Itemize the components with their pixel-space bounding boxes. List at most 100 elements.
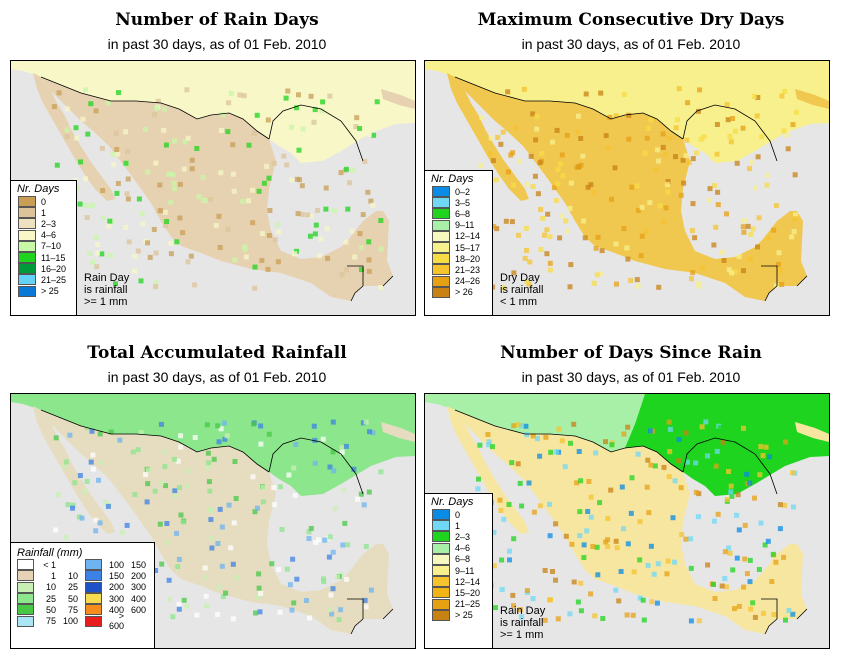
- map-cell: [547, 267, 553, 273]
- map-cell: [84, 478, 90, 484]
- map-cell: [117, 437, 123, 443]
- map-cell: [113, 281, 118, 287]
- map-cell: [578, 608, 584, 614]
- map-cell: [767, 454, 772, 460]
- map-cell: [605, 543, 611, 549]
- map-cell: [125, 196, 131, 202]
- map-cell: [779, 282, 785, 287]
- map-cell: [725, 117, 731, 123]
- map-cell: [67, 432, 73, 438]
- map-cell: [351, 466, 357, 472]
- map-cell: [728, 489, 734, 495]
- map-cell: [635, 451, 641, 457]
- map-cell: [176, 606, 182, 612]
- map-cell: [631, 569, 637, 575]
- map-cell: [756, 215, 762, 221]
- map-cell: [656, 284, 662, 290]
- map-cell: [629, 475, 635, 481]
- map-cell: [205, 431, 211, 437]
- legend-swatch: [432, 186, 450, 198]
- map-cell: [628, 510, 634, 516]
- map-cell: [524, 588, 530, 593]
- map-cell: [734, 160, 740, 166]
- map-cell: [192, 435, 198, 440]
- map-cell: [272, 237, 278, 243]
- legend-label: 12–14: [455, 231, 481, 242]
- panel-total-rainfall: Total Accumulated Rainfall in past 30 da…: [10, 333, 424, 655]
- map-cell: [544, 227, 550, 233]
- map-cell: [568, 262, 574, 268]
- map-cell: [645, 562, 651, 568]
- legend-item: 21–25: [11, 274, 76, 286]
- legend-swatch: [85, 570, 102, 582]
- map-cell: [138, 430, 144, 436]
- map-cell: [634, 183, 640, 189]
- map-cell: [147, 254, 153, 260]
- map-cell: [290, 556, 296, 562]
- map-cell: [530, 184, 536, 189]
- map-cell: [588, 514, 594, 520]
- map-cell: [330, 449, 336, 455]
- map-cell: [519, 614, 525, 620]
- map-cell: [95, 250, 100, 256]
- map-cell: [286, 472, 292, 478]
- map-cell: [363, 604, 369, 610]
- map-cell: [789, 234, 795, 240]
- map-cell: [154, 105, 160, 111]
- map-cell: [771, 612, 777, 617]
- map-cell: [126, 239, 132, 245]
- map-cell: [717, 425, 723, 431]
- map-cell: [327, 607, 333, 613]
- legend-rows: 0 1 2–3 4–6 7–10 11–15 16–20 21–25 > 25: [11, 196, 76, 297]
- map-cell: [265, 117, 271, 123]
- map-cell: [709, 460, 715, 466]
- map-cell: [530, 433, 536, 439]
- map-cell: [296, 92, 301, 98]
- map-cell: [339, 449, 345, 455]
- map-cell: [700, 265, 706, 271]
- map-cell: [308, 93, 314, 99]
- map-cell: [624, 612, 630, 618]
- map-cell: [246, 142, 252, 148]
- map-cell: [761, 127, 766, 132]
- map-cell: [178, 433, 183, 439]
- legend-item: 15–20: [425, 587, 492, 599]
- map-cell: [598, 271, 604, 277]
- map-cell: [221, 420, 227, 426]
- map-cell: [692, 235, 698, 241]
- legend-label: 21–23: [455, 264, 481, 275]
- map-cell: [792, 172, 798, 178]
- map-cell: [683, 153, 689, 159]
- map-cell: [699, 424, 705, 430]
- map-cell: [250, 220, 256, 226]
- panel-subtitle: in past 30 days, as of 01 Feb. 2010: [107, 36, 327, 52]
- map-cell: [578, 136, 584, 141]
- map-cell: [750, 600, 756, 606]
- rain-day-note: Rain Day is rainfall >= 1 mm: [500, 605, 545, 641]
- map-cell: [99, 146, 105, 151]
- map-cell: [564, 228, 570, 234]
- legend-swatch: [17, 559, 34, 571]
- map-cell: [312, 460, 318, 466]
- legend-swatch: [432, 609, 450, 621]
- map-cell: [274, 222, 280, 228]
- map-cell: [665, 189, 671, 195]
- map-cell: [762, 542, 768, 548]
- map-cell: [208, 507, 213, 513]
- map-cell: [763, 444, 769, 450]
- map-cell: [690, 270, 696, 276]
- us-mexico-border: [40, 409, 270, 473]
- map-cell: [603, 439, 608, 445]
- map-cell: [299, 183, 305, 189]
- map-cell: [575, 599, 581, 605]
- map-cell: [744, 471, 750, 477]
- map-cell: [182, 139, 188, 145]
- map-cell: [660, 144, 666, 150]
- map-cell: [172, 138, 177, 144]
- map-cell: [165, 539, 171, 545]
- map-cell: [153, 280, 159, 286]
- map-cell: [157, 182, 163, 188]
- map-cell: [673, 125, 679, 131]
- map-cell: [588, 591, 594, 597]
- map-cell: [511, 182, 516, 188]
